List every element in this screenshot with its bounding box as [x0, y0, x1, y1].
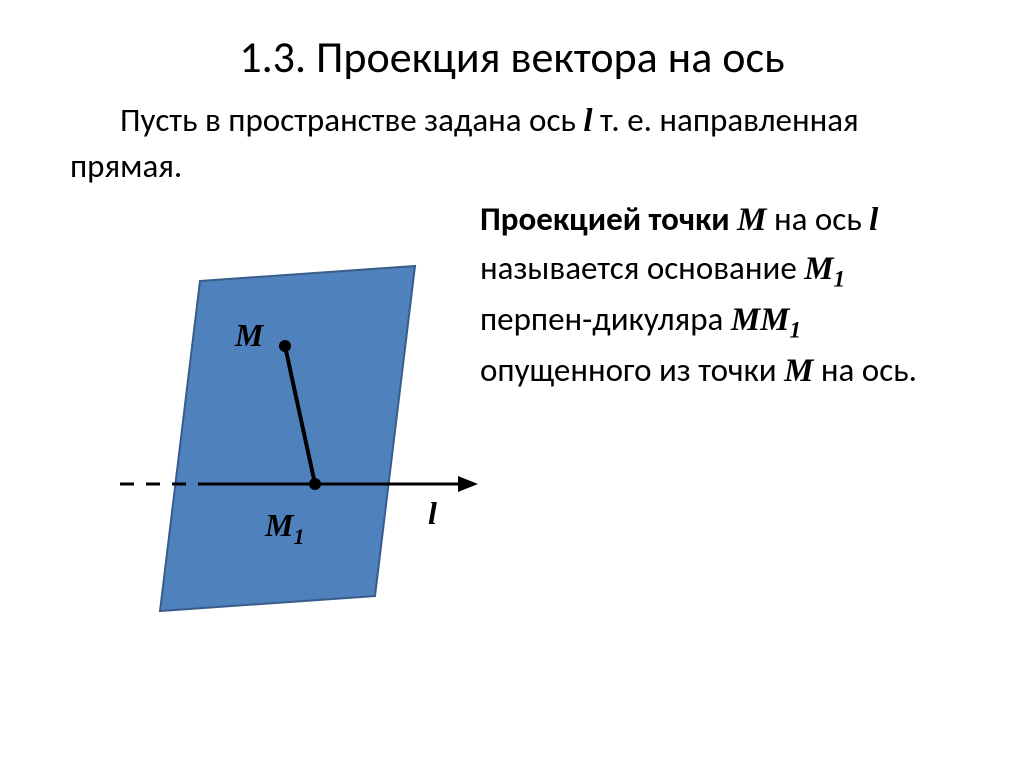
definition-text: Проекцией точки M на ось l называется ос…: [480, 196, 954, 616]
def-m-symbol-2: M: [784, 353, 813, 389]
slide: 1.3. Проекция вектора на ось Пусть в про…: [0, 0, 1024, 767]
def-line1-after: на ось: [774, 199, 869, 239]
def-line1-end: называется основание: [480, 248, 804, 288]
def-line4: на ось.: [821, 350, 917, 390]
def-line1-bold: Проекцией точки: [480, 199, 737, 239]
def-m1-base: M: [804, 251, 833, 287]
intro-part1: Пусть в пространстве задана ось: [120, 100, 583, 140]
content-row: M M1 l Проекцией точки M на ось l называ…: [70, 196, 954, 616]
definition-paragraph: Проекцией точки M на ось l называется ос…: [480, 196, 954, 396]
point-m1: [309, 478, 321, 490]
def-mm1-sub: 1: [790, 317, 802, 343]
def-line3: опущенного из точки: [480, 350, 784, 390]
projection-diagram: M M1 l: [70, 196, 480, 616]
intro-paragraph: Пусть в пространстве задана ось l т. е. …: [70, 98, 954, 188]
def-mm1-symbol: MM1: [731, 302, 801, 338]
label-m1-base: M: [264, 507, 295, 543]
label-axis-l: l: [428, 495, 437, 531]
label-m: M: [234, 317, 265, 353]
def-l-symbol: l: [869, 202, 878, 238]
slide-title: 1.3. Проекция вектора на ось: [70, 30, 954, 84]
plane-shape: [160, 266, 415, 611]
def-m-symbol: M: [737, 202, 766, 238]
axis-arrowhead: [458, 476, 478, 492]
def-m1-symbol: M1: [804, 251, 845, 287]
point-m: [279, 340, 291, 352]
def-m1-sub: 1: [834, 266, 846, 292]
label-m1-sub: 1: [293, 524, 304, 549]
intro-axis-symbol: l: [583, 103, 592, 139]
diagram-container: M M1 l: [70, 196, 480, 616]
def-mm1-base: MM: [731, 302, 790, 338]
def-line2-after-m1: перпен-дикуляра: [480, 299, 731, 339]
